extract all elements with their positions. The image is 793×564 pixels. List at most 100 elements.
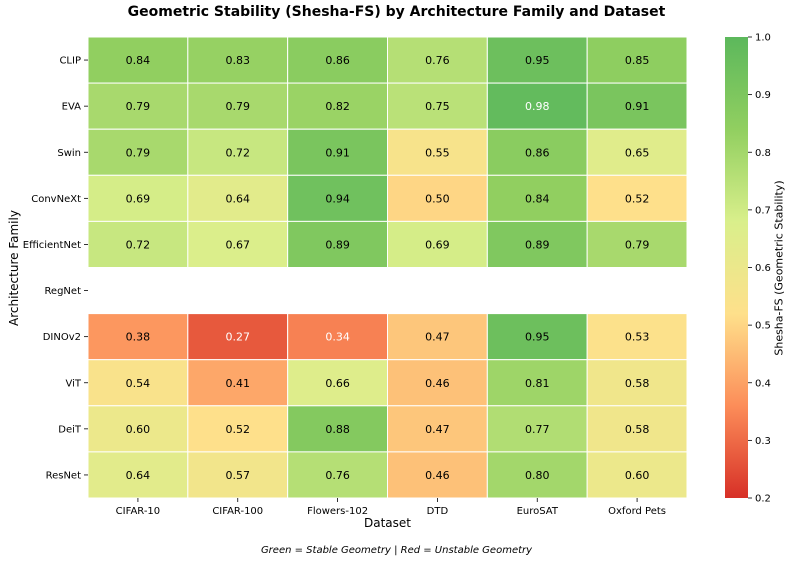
- colorbar-label: Shesha-FS (Geometric Stability): [772, 180, 786, 356]
- x-tick-label: CIFAR-100: [212, 506, 263, 517]
- y-axis-label: Architecture Family: [7, 210, 21, 326]
- x-tick-label: Oxford Pets: [608, 506, 666, 517]
- heatmap-cell: [586, 451, 688, 499]
- heatmap-cell: [387, 313, 488, 361]
- heatmap-cell: [586, 220, 688, 268]
- y-tick-label: ViT: [65, 378, 81, 389]
- y-tick-label: DINOv2: [43, 332, 81, 343]
- y-tick-label: EfficientNet: [23, 240, 81, 251]
- footnote: Green = Stable Geometry | Red = Unstable…: [260, 545, 533, 556]
- colorbar-tick-label: 0.6: [755, 263, 771, 274]
- heatmap-cell: [586, 128, 688, 176]
- y-tick-label: RegNet: [44, 286, 81, 297]
- x-tick-label: Flowers-102: [307, 506, 368, 517]
- cell-value-label: 0.27: [226, 331, 251, 344]
- heatmap-cell: [287, 82, 388, 130]
- chart-title: Geometric Stability (Shesha-FS) by Archi…: [127, 4, 666, 20]
- cell-value-label: 0.41: [226, 377, 251, 390]
- heatmap-cell: [287, 128, 388, 176]
- cell-value-label: 0.94: [325, 192, 350, 205]
- heatmap-cell: [87, 313, 189, 361]
- cell-value-label: 0.95: [525, 54, 550, 67]
- heatmap-cell: [87, 405, 189, 453]
- cell-value-label: 0.52: [226, 423, 251, 436]
- cell-value-label: 0.98: [525, 100, 550, 113]
- heatmap-cell: [486, 359, 588, 407]
- colorbar-tick-label: 0.9: [755, 90, 771, 101]
- colorbar-tick-label: 1.0: [755, 33, 771, 44]
- cell-value-label: 0.60: [126, 423, 151, 436]
- heatmap-cell: [87, 220, 189, 268]
- cell-value-label: 0.72: [226, 146, 251, 159]
- x-tick-label: CIFAR-10: [116, 506, 160, 517]
- heatmap-cell: [586, 82, 688, 130]
- heatmap-cell: [486, 220, 588, 268]
- cell-value-label: 0.79: [126, 100, 151, 113]
- y-tick-label: DeiT: [58, 424, 82, 435]
- heatmap-cell: [387, 451, 488, 499]
- heatmap-cell: [486, 82, 588, 130]
- x-tick-label: DTD: [427, 506, 449, 517]
- y-tick-label: ResNet: [46, 470, 81, 481]
- cell-value-label: 0.86: [525, 146, 550, 159]
- heatmap-cell: [586, 36, 688, 84]
- cell-value-label: 0.85: [625, 54, 650, 67]
- cell-value-label: 0.66: [325, 377, 350, 390]
- cell-value-label: 0.77: [525, 423, 550, 436]
- cell-value-label: 0.34: [325, 331, 350, 344]
- cell-value-label: 0.60: [625, 469, 650, 482]
- y-tick-label: Swin: [57, 148, 81, 159]
- cell-value-label: 0.89: [525, 238, 550, 251]
- cell-value-label: 0.82: [325, 100, 350, 113]
- heatmap-cell: [187, 451, 289, 499]
- cell-value-label: 0.65: [625, 146, 650, 159]
- cell-value-label: 0.58: [625, 377, 650, 390]
- heatmap-cell: [586, 313, 688, 361]
- cell-value-label: 0.64: [226, 192, 251, 205]
- colorbar-tick-label: 0.4: [755, 378, 771, 389]
- y-tick-label: CLIP: [59, 56, 81, 67]
- heatmap-cell: [486, 36, 588, 84]
- colorbar-tick-label: 0.5: [755, 321, 771, 332]
- cell-value-label: 0.58: [625, 423, 650, 436]
- cell-value-label: 0.47: [425, 331, 450, 344]
- heatmap-cell: [287, 359, 388, 407]
- cell-value-label: 0.55: [425, 146, 450, 159]
- colorbar: [725, 37, 748, 498]
- heatmap-cell: [87, 82, 189, 130]
- heatmap-cell: [287, 313, 388, 361]
- heatmap-cell: [287, 451, 388, 499]
- cell-value-label: 0.83: [226, 54, 251, 67]
- cell-value-label: 0.95: [525, 331, 550, 344]
- cell-value-label: 0.38: [126, 331, 151, 344]
- cell-value-label: 0.76: [325, 469, 350, 482]
- cell-value-label: 0.76: [425, 54, 450, 67]
- cell-value-label: 0.79: [126, 146, 151, 159]
- cell-value-label: 0.57: [226, 469, 251, 482]
- cell-value-label: 0.54: [126, 377, 151, 390]
- cell-value-label: 0.81: [525, 377, 550, 390]
- cell-value-label: 0.53: [625, 331, 650, 344]
- cell-value-label: 0.52: [625, 192, 650, 205]
- cell-value-label: 0.67: [226, 238, 251, 251]
- heatmap-cell: [187, 313, 289, 361]
- heatmap-cell: [387, 220, 488, 268]
- cell-value-label: 0.69: [425, 238, 450, 251]
- cell-value-label: 0.88: [325, 423, 350, 436]
- y-tick-label: ConvNeXt: [31, 194, 81, 205]
- cell-value-label: 0.84: [126, 54, 151, 67]
- y-tick-label: EVA: [62, 102, 82, 113]
- cell-value-label: 0.72: [126, 238, 151, 251]
- colorbar-tick-label: 0.7: [755, 205, 771, 216]
- cell-value-label: 0.64: [126, 469, 151, 482]
- x-tick-label: EuroSAT: [517, 506, 559, 517]
- cell-value-label: 0.46: [425, 377, 450, 390]
- heatmap-cell: [486, 451, 588, 499]
- cell-value-label: 0.47: [425, 423, 450, 436]
- heatmap-cell: [87, 359, 189, 407]
- heatmap-cell: [287, 220, 388, 268]
- heatmap-cell: [187, 82, 289, 130]
- cell-value-label: 0.84: [525, 192, 550, 205]
